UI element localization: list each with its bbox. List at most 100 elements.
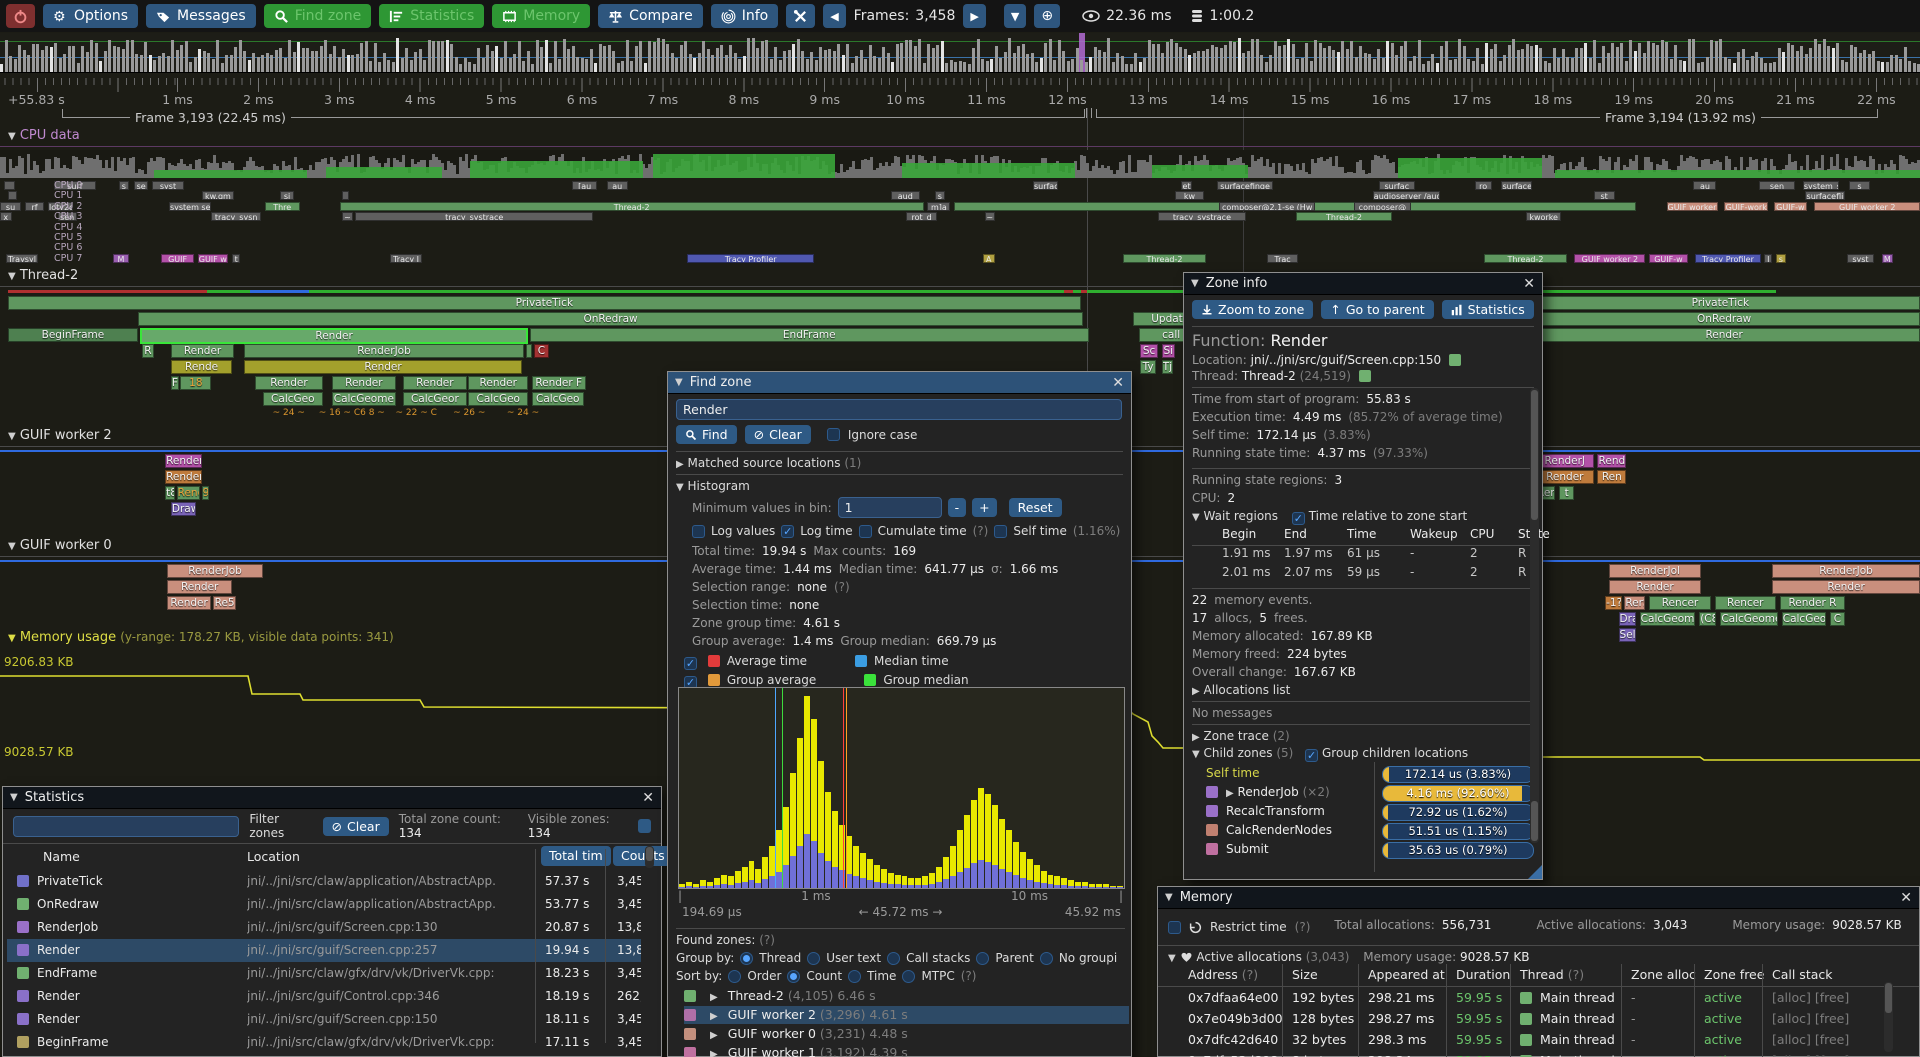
timeline-zone[interactable]: (C8	[1699, 612, 1717, 626]
matched-source-locations[interactable]: ▶ Matched source locations (1)	[676, 456, 862, 470]
close-icon[interactable]: ✕	[642, 789, 654, 806]
timeline-zone[interactable]: t	[1559, 486, 1575, 500]
memory-allocation-row[interactable]: 0x7e049b3d00 128 bytes 298.27 ms 59.95 s…	[1188, 1011, 1850, 1026]
cpu-zone[interactable]: [au	[572, 181, 598, 190]
found-zone-group[interactable]: ▶ Thread-2 (4,105) 6.46 s	[684, 987, 1129, 1005]
cpu-zone[interactable]: I	[1764, 253, 1773, 263]
timeline-zone[interactable]: Tj	[1161, 360, 1174, 374]
timeline-zone[interactable]: CalcGeo	[263, 392, 323, 406]
timeline-zone[interactable]: RenderJol	[1608, 564, 1702, 578]
timeline-zone[interactable]	[526, 344, 532, 358]
timeline-zone[interactable]: Render	[403, 376, 467, 390]
timeline-zone[interactable]: Render	[1536, 470, 1594, 484]
cpu-zone[interactable]: GUIF worker 0	[1666, 201, 1719, 211]
sort-by-radio[interactable]	[848, 969, 862, 983]
memory-button[interactable]: Memory	[492, 4, 591, 28]
timeline-zone[interactable]: Sel	[1618, 628, 1636, 642]
cpu-zone[interactable]: surfacefli	[1804, 191, 1846, 201]
timeline-zone[interactable]: BeginFrame	[7, 328, 139, 342]
timeline-zone[interactable]: Render F	[531, 376, 586, 390]
timeline-zone[interactable]: RenderJob	[243, 344, 525, 358]
cpu-zone[interactable]: Tracy I	[389, 253, 423, 263]
close-icon[interactable]: ✕	[1900, 889, 1912, 906]
timeline-zone[interactable]: Sc	[1140, 344, 1158, 358]
timeline-zone[interactable]: RenderJob	[1772, 564, 1920, 578]
sort-by-radio[interactable]	[787, 969, 801, 983]
child-zone-row[interactable]: RecalcTransform 72.92 us (1.62%)	[1192, 804, 1534, 821]
timeline-zone[interactable]: R	[142, 344, 154, 358]
cpu-zone[interactable]: tracy_systrace	[1157, 212, 1247, 222]
time-ruler[interactable]	[0, 78, 1920, 92]
cpu-zone[interactable]: GUIF	[161, 253, 194, 263]
timeline-zone[interactable]: 9	[201, 486, 210, 500]
cpu-usage-graph[interactable]	[0, 150, 1920, 178]
group-by-radio[interactable]	[740, 951, 754, 965]
cpu-zone[interactable]: rf	[24, 201, 45, 211]
cpu-zone[interactable]: Thread-2	[1296, 212, 1392, 222]
cpu-zone[interactable]: ro	[1474, 181, 1492, 190]
timeline-zone[interactable]: Draw	[170, 502, 196, 516]
cpu-zone[interactable]: kw	[1175, 191, 1204, 201]
cpu-zone[interactable]	[341, 191, 350, 201]
found-zone-group[interactable]: ▶ GUIF worker 0 (3,231) 4.48 s	[684, 1025, 1129, 1043]
timeline-zone[interactable]: Si	[1161, 344, 1176, 358]
timeline-zone[interactable]: Render	[468, 376, 528, 390]
timeline-zone[interactable]: Dra	[1618, 612, 1636, 626]
timeline-zone[interactable]: PrivateTick	[7, 296, 1081, 310]
cpu-zone[interactable]	[3, 181, 16, 190]
wait-regions-toggle[interactable]: ▼ Wait regions ✓ Time relative to zone s…	[1192, 509, 1468, 525]
child-zone-row[interactable]: CalcRenderNodes 51.51 us (1.15%)	[1192, 823, 1534, 840]
cpu-zone[interactable]: GUIF worker 2	[1574, 253, 1646, 263]
cpu-zone[interactable]: s	[935, 191, 945, 201]
cpu-zone[interactable]: rot_d	[906, 212, 937, 222]
timeline-zone[interactable]: Ty	[1140, 360, 1156, 374]
cpu-zone[interactable]: Traysyl	[5, 253, 39, 263]
active-allocations-toggle[interactable]: ▼ Active allocations (3,043) Memory usag…	[1168, 950, 1530, 964]
group-by-radio[interactable]	[887, 951, 901, 965]
cpu-zone[interactable]: au	[606, 181, 628, 190]
zone-info-titlebar[interactable]: ▼ Zone info ✕	[1184, 273, 1542, 295]
memory-usage-header[interactable]: ▼ Memory usage (y-range: 178.27 KB, visi…	[8, 630, 394, 645]
cpu-zone[interactable]: ~	[984, 212, 995, 222]
table-row[interactable]: EndFrame jni/../jni/src/claw/gfx/drv/vk/…	[7, 962, 641, 985]
cpu-zone[interactable]: kw.gm	[201, 191, 235, 201]
memory-titlebar[interactable]: ▼ Memory ✕	[1158, 887, 1919, 909]
timeline-zone[interactable]: -1?	[1605, 596, 1623, 610]
memory-allocation-row[interactable]: 0x7dfc42d640 32 bytes 298.3 ms 59.95 s M…	[1188, 1032, 1850, 1047]
col-total-time-sort[interactable]: Total tim	[541, 846, 611, 866]
cpu-zone[interactable]: si	[280, 191, 294, 201]
timeline-zone[interactable]: Render	[243, 360, 523, 374]
thread-header[interactable]: ▼ GUIF worker 2	[8, 428, 112, 443]
timeline-zone[interactable]: Render	[170, 344, 235, 358]
histogram-option-checkbox[interactable]: ✓	[781, 524, 795, 538]
timeline-zone[interactable]: t8	[165, 486, 175, 500]
statistics-titlebar[interactable]: ▼ Statistics ✕	[3, 787, 661, 809]
child-zone-row[interactable]: ▶ RenderJob (×2) 4.16 ms (92.60%)	[1192, 785, 1534, 802]
timeline-zone[interactable]: 18	[180, 376, 212, 390]
cpu-zone[interactable]: M	[113, 253, 129, 263]
table-row[interactable]: Render jni/../jni/src/guif/Screen.cpp:15…	[7, 1008, 641, 1031]
zone-statistics-button[interactable]: Statistics	[1441, 300, 1534, 319]
info-button[interactable]: Info	[710, 4, 779, 28]
cpu-zone[interactable]: tracy_systrace	[355, 212, 594, 222]
timeline-zone[interactable]: EndFrame	[529, 328, 1089, 342]
find-zone-titlebar[interactable]: ▼ Find zone ✕	[668, 372, 1131, 394]
timeline-zone[interactable]: F	[170, 376, 179, 390]
timeline-zone[interactable]: CalcGeor	[403, 392, 467, 406]
cpu-zone[interactable]: loty2g(	[48, 201, 73, 211]
col-counts-sort[interactable]: Counts	[613, 846, 673, 866]
find-zone-button[interactable]: Find zone	[263, 4, 372, 28]
sort-by-radio[interactable]	[728, 969, 742, 983]
wait-table-row[interactable]: 2.01 ms 2.07 ms 59 µs -2 R	[1222, 565, 1527, 579]
timeline-zone[interactable]: RerS	[1624, 596, 1646, 610]
timeline-zone[interactable]: CalcGeome	[1639, 612, 1696, 626]
power-button[interactable]	[6, 4, 35, 28]
cpu-zone[interactable]: surf	[53, 181, 96, 190]
timeline-zone[interactable]: Render R	[1779, 596, 1846, 610]
find-button[interactable]: Find	[676, 425, 737, 444]
bin-plus-button[interactable]: +	[972, 498, 997, 517]
group-by-radio[interactable]	[807, 951, 821, 965]
zone-location[interactable]: jni/../jni/src/guif/Screen.cpp:150	[1250, 353, 1442, 367]
frame-time-graph[interactable]	[0, 33, 1920, 73]
cpu-zone[interactable]: Tracy Profiler	[687, 253, 815, 263]
